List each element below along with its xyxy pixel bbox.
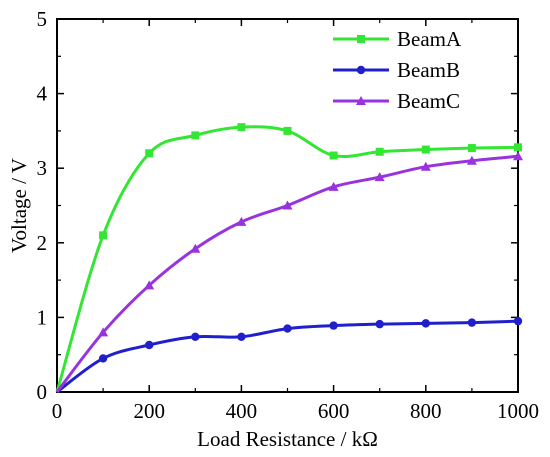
legend-label-beamc: BeamC [397, 89, 460, 113]
x-tick-label: 400 [226, 399, 258, 423]
y-tick-label: 2 [37, 231, 48, 255]
data-point-beamb [513, 316, 523, 326]
y-tick-label: 0 [37, 380, 48, 404]
x-tick-label: 600 [318, 399, 350, 423]
legend-label-beamb: BeamB [397, 58, 460, 82]
data-point-beama [283, 126, 292, 135]
series-line-beama [55, 125, 519, 393]
x-tick-label: 1000 [497, 399, 539, 423]
data-point-beamc [374, 172, 385, 182]
data-point-beamc [466, 155, 477, 165]
y-axis-label: Voltage / V [7, 158, 31, 253]
legend-marker-beamc [356, 96, 366, 105]
data-point-beamc [190, 243, 201, 253]
data-point-beamb [145, 340, 154, 350]
data-point-beamc [98, 327, 109, 337]
data-point-beamb [191, 332, 200, 341]
y-tick-label: 5 [37, 7, 48, 31]
data-point-beamc [420, 161, 431, 171]
data-point-beama [99, 231, 108, 240]
series-line-beamc [55, 154, 519, 393]
data-point-beamc [513, 151, 523, 161]
data-point-beamc [236, 216, 247, 226]
data-point-beama [145, 149, 154, 158]
data-point-beama [329, 151, 338, 160]
data-point-beamb [283, 324, 292, 333]
x-tick-label: 200 [133, 399, 165, 423]
data-point-beama [375, 147, 384, 156]
x-tick-label: 800 [410, 399, 442, 423]
data-point-beama [421, 145, 430, 154]
data-point-beamb [98, 354, 108, 363]
data-point-beamc [144, 280, 155, 290]
data-point-beamb [237, 332, 246, 341]
data-point-beamb [329, 321, 338, 330]
data-point-beama [191, 131, 200, 140]
legend-label-beama: BeamA [397, 27, 462, 51]
x-tick-label: 0 [52, 399, 63, 423]
y-tick-label: 3 [37, 156, 48, 180]
data-point-beamc [282, 200, 293, 210]
x-axis-label: Load Resistance / kΩ [197, 427, 378, 451]
data-point-beamb [421, 319, 430, 328]
legend-marker-beama [357, 35, 365, 43]
data-point-beamb [467, 318, 477, 327]
data-point-beamb [375, 319, 384, 329]
y-tick-label: 1 [37, 305, 48, 329]
y-tick-label: 4 [37, 82, 48, 106]
data-point-beama [237, 123, 246, 132]
legend-marker-beamb [356, 65, 366, 75]
data-point-beama [467, 144, 476, 153]
data-point-beamc [328, 181, 339, 191]
data-point-beama [514, 143, 522, 152]
